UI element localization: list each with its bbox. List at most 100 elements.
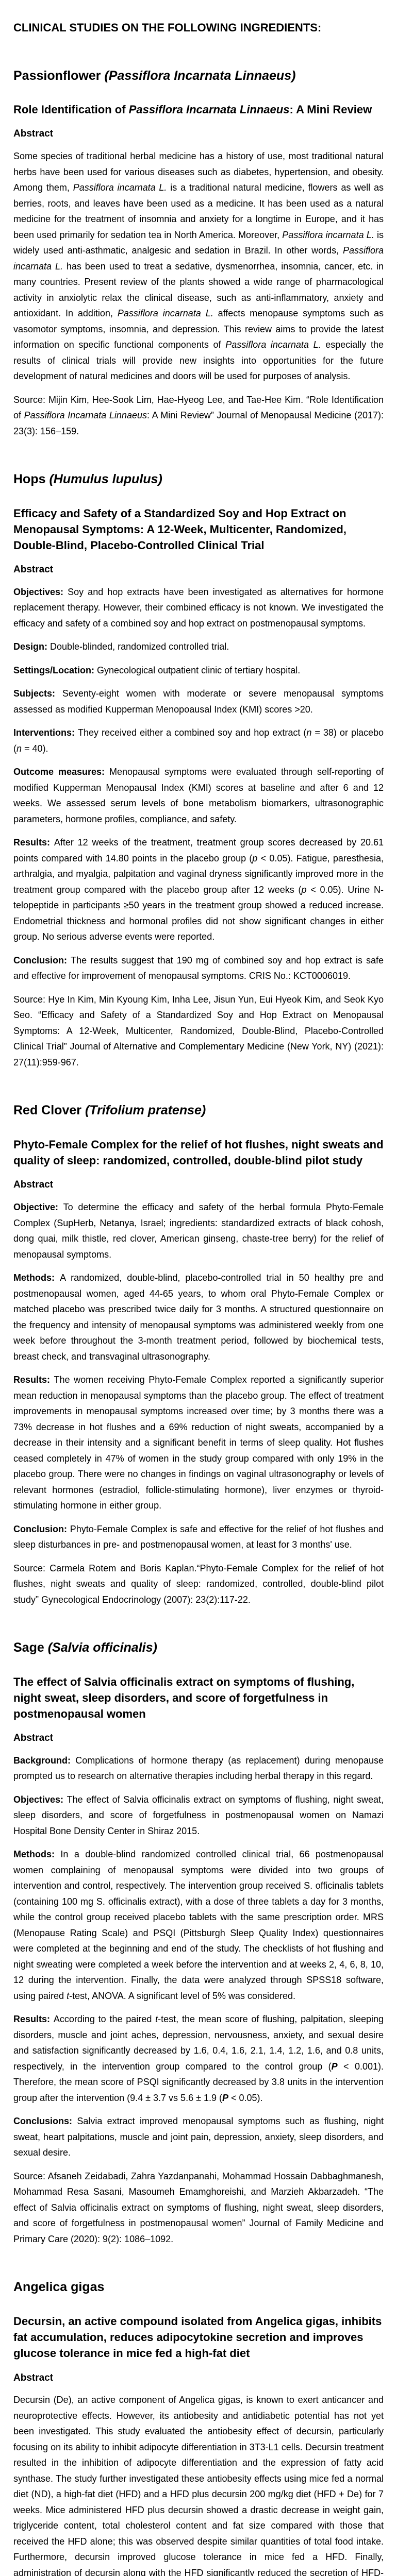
text-run: Phyto-Female Complex is safe and effecti… xyxy=(13,1523,384,1550)
text-run: has been used to treat a sedative, dysme… xyxy=(13,261,384,319)
text-run: = 38) or placebo ( xyxy=(13,727,384,754)
text-run: Results: xyxy=(13,1375,54,1385)
text-run: Salvia extract improved menopausal sympt… xyxy=(13,2116,384,2158)
abstract-paragraph: Results: The women receiving Phyto-Femal… xyxy=(13,1372,384,1514)
text-run: Design: xyxy=(13,641,51,652)
abstract-paragraph: Conclusions: Salvia extract improved men… xyxy=(13,2113,384,2161)
section-heading: Passionflower (Passiflora Incarnata Linn… xyxy=(13,67,384,84)
text-run: n xyxy=(16,743,22,754)
text-run: Passiflora incarnata L. xyxy=(282,229,374,240)
text-run: Complications of hormone therapy (as rep… xyxy=(13,1755,384,1782)
text-run: They received either a combined soy and … xyxy=(78,727,307,738)
text-run: The effect of Salvia officinalis extract… xyxy=(13,1675,355,1721)
abstract-paragraph: Methods: In a double-blind randomized co… xyxy=(13,1846,384,2004)
abstract-paragraph: Objectives: The effect of Salvia officin… xyxy=(13,1792,384,1839)
abstract-paragraph: Conclusion: Phyto-Female Complex is safe… xyxy=(13,1521,384,1553)
text-run: Source: Afsaneh Zeidabadi, Zahra Yazdanp… xyxy=(13,2171,384,2244)
abstract-paragraph: Some species of traditional herbal medic… xyxy=(13,148,384,384)
abstract-paragraph: Conclusion: The results suggest that 190… xyxy=(13,953,384,984)
text-run: Efficacy and Safety of a Standardized So… xyxy=(13,506,346,552)
text-run: Passiflora incarnata L. xyxy=(225,340,321,350)
text-run: Source: Hye In Kim, Min Kyoung Kim, Inha… xyxy=(13,994,384,1067)
abstract-paragraph: Results: After 12 weeks of the treatment… xyxy=(13,835,384,945)
text-run: Decursin (De), an active component of An… xyxy=(13,2395,384,2576)
text-run: p xyxy=(301,884,307,895)
text-run: t xyxy=(67,1990,70,2001)
text-run: Interventions: xyxy=(13,727,78,738)
text-run: Double-blinded, randomized controlled tr… xyxy=(50,641,229,652)
text-run: According to the paired xyxy=(53,2014,156,2025)
source-citation: Source: Carmela Rotem and Boris Kaplan.“… xyxy=(13,1561,384,1608)
page-title: CLINICAL STUDIES ON THE FOLLOWING INGRED… xyxy=(13,21,322,34)
text-run: Passionflower xyxy=(13,68,105,83)
text-run: Results: xyxy=(13,837,54,848)
text-run: (Humulus lupulus) xyxy=(49,472,162,487)
text-run: (Trifolium pratense) xyxy=(85,1103,206,1118)
study-title: Role Identification of Passiflora Incarn… xyxy=(13,101,384,117)
text-run: < 0.05). Fatigue, paresthesia, arthralgi… xyxy=(13,853,384,895)
text-run: (Salvia officinalis) xyxy=(47,1640,157,1655)
text-run: Red Clover xyxy=(13,1103,85,1118)
text-run: Soy and hop extracts have been investiga… xyxy=(13,586,384,629)
text-run: is a traditional natural medicine, flowe… xyxy=(13,182,384,240)
text-run: t xyxy=(155,2014,158,2025)
text-run: is widely used anti-asthmatic, analgesic… xyxy=(13,229,384,256)
text-run: Decursin, an active compound isolated fr… xyxy=(13,2314,382,2360)
text-run: Passiflora Incarnata Linnaeus xyxy=(128,103,290,116)
abstract-paragraph: Background: Complications of hormone the… xyxy=(13,1753,384,1784)
text-run: n xyxy=(306,727,312,738)
text-run: Some species of traditional herbal medic… xyxy=(13,151,384,193)
text-run: : A Mini Review xyxy=(289,103,372,116)
text-run: Conclusion: xyxy=(13,955,71,965)
text-run: Background: xyxy=(13,1755,76,1766)
text-run: < 0.05). Urine N-telopeptide in particip… xyxy=(13,884,384,942)
text-run: The effect of Salvia officinalis extract… xyxy=(13,1794,384,1836)
text-run: -test, the mean score of flushing, palpi… xyxy=(13,2014,384,2072)
text-run: Objectives: xyxy=(13,1794,67,1805)
text-run: Passiflora incarnata L. xyxy=(117,308,213,319)
text-run: especially the results of clinical trial… xyxy=(13,340,384,382)
text-run: Results: xyxy=(13,2014,54,2025)
text-run: Gynecological outpatient clinic of terti… xyxy=(97,665,301,675)
source-citation: Source: Hye In Kim, Min Kyoung Kim, Inha… xyxy=(13,992,384,1071)
section-heading: Hops (Humulus lupulus) xyxy=(13,471,384,488)
section-heading: Red Clover (Trifolium pratense) xyxy=(13,1102,384,1119)
text-run: To determine the efficacy and safety of … xyxy=(13,1202,384,1260)
text-run: affects menopause symptoms such as vasom… xyxy=(13,308,384,350)
text-run: -test, ANOVA. A significant level of 5% … xyxy=(69,1990,295,2001)
text-run: Settings/Location: xyxy=(13,665,97,675)
text-run: The women receiving Phyto-Female Complex… xyxy=(13,1375,384,1511)
text-run: (Passiflora Incarnata Linnaeus) xyxy=(104,68,296,83)
text-run: < 0.05). xyxy=(228,2092,263,2103)
text-run: After 12 weeks of the treatment, treatme… xyxy=(13,837,384,863)
abstract-paragraph: Outcome measures: Menopausal symptoms we… xyxy=(13,764,384,827)
text-run: Passiflora Incarnata Linnaeus xyxy=(24,410,147,421)
text-run: Subjects: xyxy=(13,688,62,699)
text-run: = 40). xyxy=(22,743,48,754)
text-run: Passiflora incarnata L. xyxy=(73,182,167,193)
study-title: Decursin, an active compound isolated fr… xyxy=(13,2313,384,2362)
text-run: Role Identification of xyxy=(13,103,129,116)
source-citation: Source: Afsaneh Zeidabadi, Zahra Yazdanp… xyxy=(13,2168,384,2247)
study-title: The effect of Salvia officinalis extract… xyxy=(13,1674,384,1722)
abstract-paragraph: Subjects: Seventy-eight women with moder… xyxy=(13,686,384,717)
text-run: Methods: xyxy=(13,1273,60,1283)
text-run: Seventy-eight women with moderate or sev… xyxy=(13,688,384,715)
section-heading: Sage (Salvia officinalis) xyxy=(13,1639,384,1656)
abstract-label: Abstract xyxy=(13,564,54,575)
text-run: Passiflora incarnata L. xyxy=(13,245,384,272)
text-run: Angelica gigas xyxy=(13,2280,105,2295)
text-run: Sage xyxy=(13,1640,48,1655)
abstract-paragraph: Design: Double-blinded, randomized contr… xyxy=(13,639,384,655)
text-run: Objectives: xyxy=(13,586,68,597)
abstract-paragraph: Decursin (De), an active component of An… xyxy=(13,2392,384,2576)
text-run: In a double-blind randomized controlled … xyxy=(13,1849,384,2001)
abstract-paragraph: Results: According to the paired t-test,… xyxy=(13,2011,384,2106)
text-run: Source: Mijin Kim, Hee-Sook Lim, Hae-Hye… xyxy=(13,394,384,421)
study-title: Phyto-Female Complex for the relief of h… xyxy=(13,1137,384,1168)
source-citation: Source: Mijin Kim, Hee-Sook Lim, Hae-Hye… xyxy=(13,392,384,439)
text-run: Objective: xyxy=(13,1202,63,1213)
text-run: Phyto-Female Complex for the relief of h… xyxy=(13,1138,384,1167)
abstract-paragraph: Objective: To determine the efficacy and… xyxy=(13,1199,384,1262)
